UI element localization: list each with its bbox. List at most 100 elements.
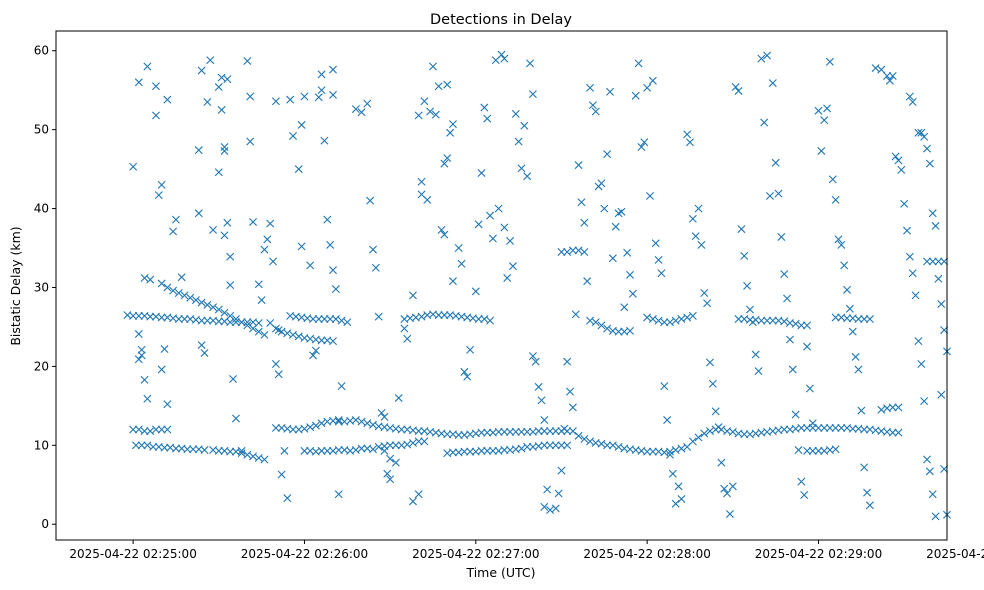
data-point <box>634 59 643 68</box>
data-point <box>837 240 846 249</box>
data-point <box>254 327 263 336</box>
data-point <box>457 259 466 268</box>
data-point <box>137 441 146 450</box>
data-point <box>731 83 740 92</box>
data-point <box>540 416 549 425</box>
data-point <box>551 427 560 436</box>
data-point <box>931 512 940 521</box>
data-point <box>511 427 520 436</box>
data-point <box>317 419 326 428</box>
data-point <box>586 83 595 92</box>
data-point <box>937 300 946 309</box>
data-point <box>608 254 617 263</box>
data-point <box>814 423 823 432</box>
data-point <box>440 230 449 239</box>
data-point <box>557 247 566 256</box>
data-point <box>803 423 812 432</box>
data-point <box>408 291 417 300</box>
x-tick-label: 2025-04-22 02:27:00 <box>412 547 539 561</box>
data-point <box>920 132 929 141</box>
data-point <box>440 159 449 168</box>
data-point <box>537 396 546 405</box>
data-point <box>320 136 329 145</box>
data-point <box>911 291 920 300</box>
data-point <box>483 428 492 437</box>
data-point <box>543 485 552 494</box>
data-point <box>177 273 186 282</box>
data-point <box>494 427 503 436</box>
data-point <box>808 419 817 428</box>
data-point <box>231 315 240 324</box>
y-tick-label: 0 <box>41 517 49 531</box>
y-tick-label: 20 <box>34 359 49 373</box>
data-point <box>514 137 523 146</box>
data-point <box>905 252 914 261</box>
data-point <box>246 92 255 101</box>
data-point <box>720 484 729 493</box>
data-point <box>848 424 857 433</box>
data-point <box>174 289 183 297</box>
data-point <box>883 71 892 80</box>
data-point <box>129 162 138 171</box>
data-point <box>169 286 178 295</box>
data-point <box>134 355 143 364</box>
data-point <box>311 346 320 355</box>
data-point <box>828 175 837 184</box>
data-point <box>614 327 623 336</box>
data-point <box>677 494 686 503</box>
data-point <box>551 504 560 513</box>
data-point <box>329 65 337 74</box>
data-point <box>237 318 246 327</box>
data-point <box>271 360 280 369</box>
data-point <box>725 509 734 518</box>
data-point <box>894 156 903 165</box>
data-point <box>414 437 423 446</box>
data-point <box>837 423 846 432</box>
data-point <box>905 92 914 101</box>
data-point <box>577 198 586 207</box>
data-point <box>140 375 149 384</box>
data-point <box>477 428 486 437</box>
data-point <box>460 447 469 456</box>
data-point <box>369 245 377 254</box>
data-point <box>483 446 492 455</box>
data-point <box>331 315 340 324</box>
data-point <box>443 430 452 439</box>
data-point <box>603 441 612 450</box>
data-point <box>688 311 697 320</box>
data-point <box>888 403 897 412</box>
data-point <box>606 87 615 96</box>
data-point <box>306 261 315 270</box>
data-point <box>754 367 763 376</box>
data-point <box>334 446 343 455</box>
x-tick-label: 2025-04-22 02:30:00 <box>926 547 984 561</box>
data-point <box>780 425 789 434</box>
data-point <box>534 382 543 391</box>
data-point <box>666 447 674 456</box>
data-point <box>448 277 457 286</box>
data-point <box>800 491 809 500</box>
data-point <box>474 220 483 229</box>
data-point <box>923 455 931 464</box>
data-point <box>808 446 817 455</box>
data-point <box>391 441 400 450</box>
data-point <box>508 262 517 271</box>
data-point <box>603 324 612 333</box>
data-point <box>703 299 712 308</box>
data-point <box>568 403 577 412</box>
data-point <box>309 315 318 324</box>
data-point <box>780 270 789 279</box>
data-point <box>534 427 543 436</box>
data-point <box>626 270 634 279</box>
data-point <box>814 106 823 115</box>
data-point <box>317 446 326 455</box>
data-point <box>146 312 155 321</box>
data-point <box>700 429 709 438</box>
data-point <box>734 86 743 95</box>
data-point <box>157 365 166 374</box>
data-point <box>357 108 366 117</box>
data-point <box>546 441 555 450</box>
data-point <box>683 313 692 322</box>
